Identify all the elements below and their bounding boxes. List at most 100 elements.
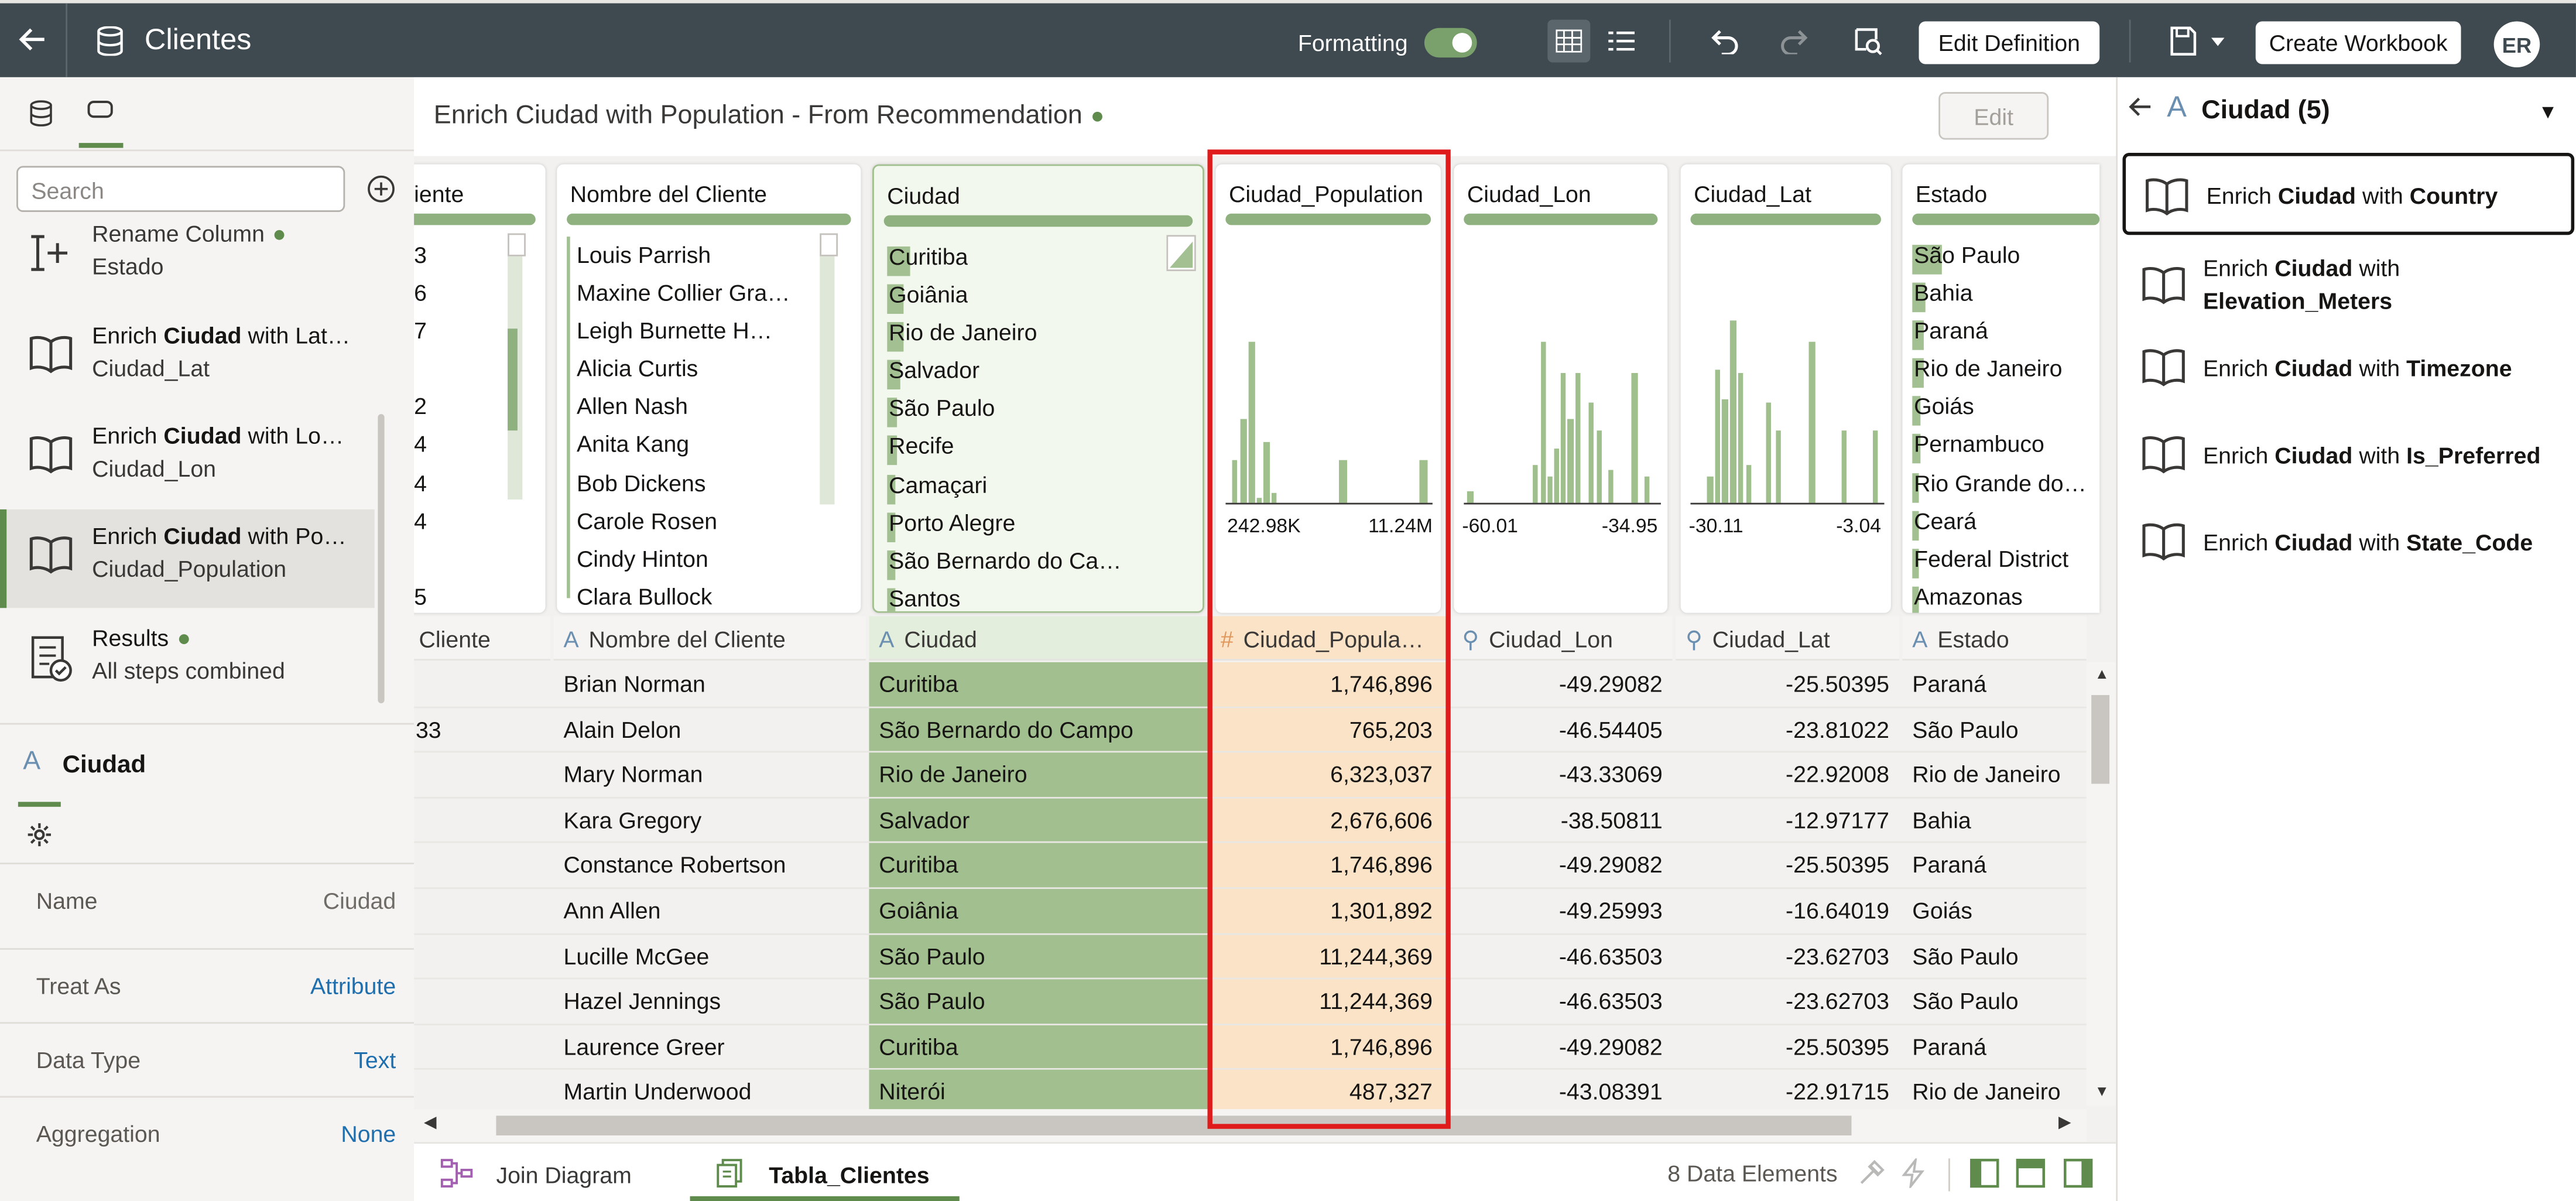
cell-ciudad[interactable]: Salvador: [869, 798, 1208, 844]
cell-cliente[interactable]: [414, 1025, 550, 1070]
cell-estado[interactable]: São Paulo: [1912, 716, 2019, 743]
cell-nombre[interactable]: Martin Underwood: [563, 1078, 752, 1105]
create-workbook-button[interactable]: Create Workbook: [2255, 21, 2461, 64]
step-enrich-lat[interactable]: Enrich Ciudad with Lat… Ciudad_Lat: [0, 309, 369, 408]
table-row[interactable]: Hazel Jennings São Paulo 11,244,369 -46.635…: [414, 979, 2087, 1025]
cell-population[interactable]: 2,676,606: [1211, 798, 1449, 844]
cell-lon[interactable]: -49.29082: [1558, 1033, 1663, 1060]
column-header-lat[interactable]: ⚲ Ciudad_Lat: [1676, 616, 1899, 661]
preview-icon[interactable]: [1847, 20, 1889, 63]
cell-population[interactable]: 1,746,896: [1211, 843, 1449, 889]
cell-ciudad[interactable]: Niterói: [869, 1070, 1208, 1116]
scroll-right-icon[interactable]: ▶: [2058, 1114, 2071, 1132]
cell-population[interactable]: 11,244,369: [1211, 979, 1449, 1025]
horizontal-scrollbar[interactable]: ◀ ▶: [414, 1109, 2087, 1142]
cell-lon[interactable]: -46.54405: [1558, 716, 1663, 743]
save-icon[interactable]: [2162, 20, 2234, 63]
cell-lat[interactable]: -23.62703: [1786, 987, 1890, 1014]
cell-population[interactable]: 1,301,892: [1211, 889, 1449, 935]
cell-lat[interactable]: -25.50395: [1786, 1033, 1890, 1060]
tab-tabla-clientes[interactable]: Tabla_Clientes: [769, 1161, 930, 1188]
prop-value[interactable]: Ciudad: [323, 887, 396, 914]
cell-estado[interactable]: Paraná: [1912, 1033, 1987, 1060]
cell-cliente[interactable]: [414, 753, 550, 798]
quality-card-cliente[interactable]: iente 3 6 7 2 4 4 4 5: [414, 164, 546, 613]
recommendation-is-preferred[interactable]: Enrich Ciudad with Is_Preferred: [2122, 414, 2574, 496]
gear-icon[interactable]: [26, 822, 53, 848]
table-row[interactable]: Ann Allen Goiânia 1,301,892 -49.25993 -16.64…: [414, 889, 2087, 935]
cell-estado[interactable]: Bahia: [1912, 806, 1971, 833]
quality-card-ciudad[interactable]: Ciudad Curitiba Goiânia Rio de Janeiro S…: [872, 164, 1204, 613]
cell-lat[interactable]: -25.50395: [1786, 851, 1890, 878]
column-header-estado[interactable]: A Estado: [1902, 616, 2087, 661]
quick-fix-icon[interactable]: [1856, 1158, 1886, 1188]
value-scroll-thumb[interactable]: [820, 233, 838, 256]
cell-population[interactable]: 1,746,896: [1211, 1025, 1449, 1070]
cell-lat[interactable]: -25.50395: [1786, 670, 1890, 697]
cell-population[interactable]: 11,244,369: [1211, 934, 1449, 980]
formatting-toggle[interactable]: [1424, 28, 1477, 58]
table-row[interactable]: Mary Norman Rio de Janeiro 6,323,037 -43.33…: [414, 752, 2087, 799]
chevron-down-icon[interactable]: ▼: [2538, 100, 2558, 124]
cell-estado[interactable]: Rio de Janeiro: [1912, 761, 2061, 788]
scroll-left-icon[interactable]: ◀: [423, 1114, 437, 1132]
cell-population[interactable]: 487,327: [1211, 1070, 1449, 1116]
user-avatar[interactable]: ER: [2493, 21, 2540, 68]
column-header-nombre[interactable]: A Nombre del Cliente: [553, 616, 866, 661]
back-arrow-icon[interactable]: [2128, 94, 2154, 120]
column-header-cliente[interactable]: Cliente: [414, 616, 551, 661]
cell-nombre[interactable]: Kara Gregory: [563, 806, 702, 833]
cell-lon[interactable]: -46.63503: [1558, 942, 1663, 969]
cell-cliente[interactable]: [414, 844, 550, 889]
cell-lat[interactable]: -22.92008: [1786, 761, 1890, 788]
cell-population[interactable]: 6,323,037: [1211, 752, 1449, 799]
cell-estado[interactable]: São Paulo: [1912, 987, 2019, 1014]
cell-cliente[interactable]: [414, 798, 550, 843]
table-row[interactable]: Constance Robertson Curitiba 1,746,896 -49.…: [414, 843, 2087, 889]
cell-ciudad[interactable]: Rio de Janeiro: [869, 752, 1208, 799]
cell-lon[interactable]: -43.33069: [1558, 761, 1663, 788]
cell-nombre[interactable]: Hazel Jennings: [563, 987, 721, 1014]
lightning-icon[interactable]: [1899, 1156, 1929, 1191]
scroll-down-icon[interactable]: ▼: [2094, 1083, 2109, 1100]
cell-estado[interactable]: São Paulo: [1912, 942, 2019, 969]
recipe-tab-icon[interactable]: [79, 89, 122, 132]
recommendation-timezone[interactable]: Enrich Ciudad with Timezone: [2122, 327, 2574, 409]
cell-lon[interactable]: -43.08391: [1558, 1078, 1663, 1105]
search-input[interactable]: Search: [16, 166, 345, 212]
vertical-scrollbar[interactable]: ▲ ▼: [2086, 662, 2116, 1106]
cell-lat[interactable]: -12.97177: [1786, 806, 1890, 833]
cell-lat[interactable]: -23.62703: [1786, 942, 1890, 969]
cell-population[interactable]: 1,746,896: [1211, 662, 1449, 708]
grid-view-icon[interactable]: [1547, 19, 1591, 63]
recommendation-state-code[interactable]: Enrich Ciudad with State_Code: [2122, 501, 2574, 583]
cell-nombre[interactable]: Constance Robertson: [563, 851, 786, 878]
cell-population[interactable]: 765,203: [1211, 707, 1449, 753]
cell-nombre[interactable]: Mary Norman: [563, 761, 703, 788]
cell-ciudad[interactable]: Curitiba: [869, 662, 1208, 708]
right-panel-toggle-icon[interactable]: [2063, 1158, 2093, 1188]
cell-lon[interactable]: -38.50811: [1560, 806, 1663, 833]
cell-lon[interactable]: -49.29082: [1558, 670, 1663, 697]
step-rename-column[interactable]: Rename Column Estado: [0, 224, 369, 306]
cell-nombre[interactable]: Laurence Greer: [563, 1033, 725, 1060]
scroll-thumb[interactable]: [2091, 694, 2110, 784]
prop-value-link[interactable]: None: [341, 1120, 396, 1147]
prop-value-link[interactable]: Attribute: [310, 973, 396, 1000]
cell-cliente[interactable]: [414, 662, 550, 707]
cell-ciudad[interactable]: Goiânia: [869, 889, 1208, 935]
column-header-ciudad[interactable]: A Ciudad: [869, 616, 1208, 661]
recommendation-elevation[interactable]: Enrich Ciudad with Elevation_Meters: [2122, 241, 2574, 327]
column-header-population[interactable]: # Ciudad_Popula…: [1211, 616, 1449, 661]
table-row[interactable]: Brian Norman Curitiba 1,746,896 -49.29082 -2…: [414, 662, 2087, 708]
value-scroll-thumb[interactable]: [508, 233, 526, 256]
cell-ciudad[interactable]: Curitiba: [869, 843, 1208, 889]
cell-ciudad[interactable]: São Paulo: [869, 934, 1208, 980]
cell-nombre[interactable]: Brian Norman: [563, 670, 705, 697]
cell-lat[interactable]: -23.81022: [1786, 716, 1890, 743]
scroll-thumb[interactable]: [496, 1116, 1852, 1136]
cell-cliente[interactable]: [414, 889, 550, 934]
redo-icon[interactable]: [1775, 20, 1817, 63]
quality-card-lon[interactable]: Ciudad_Lon -60.01 -34.95: [1454, 164, 1668, 613]
quality-card-population[interactable]: Ciudad_Population 242.98K 11.24M: [1215, 164, 1441, 613]
